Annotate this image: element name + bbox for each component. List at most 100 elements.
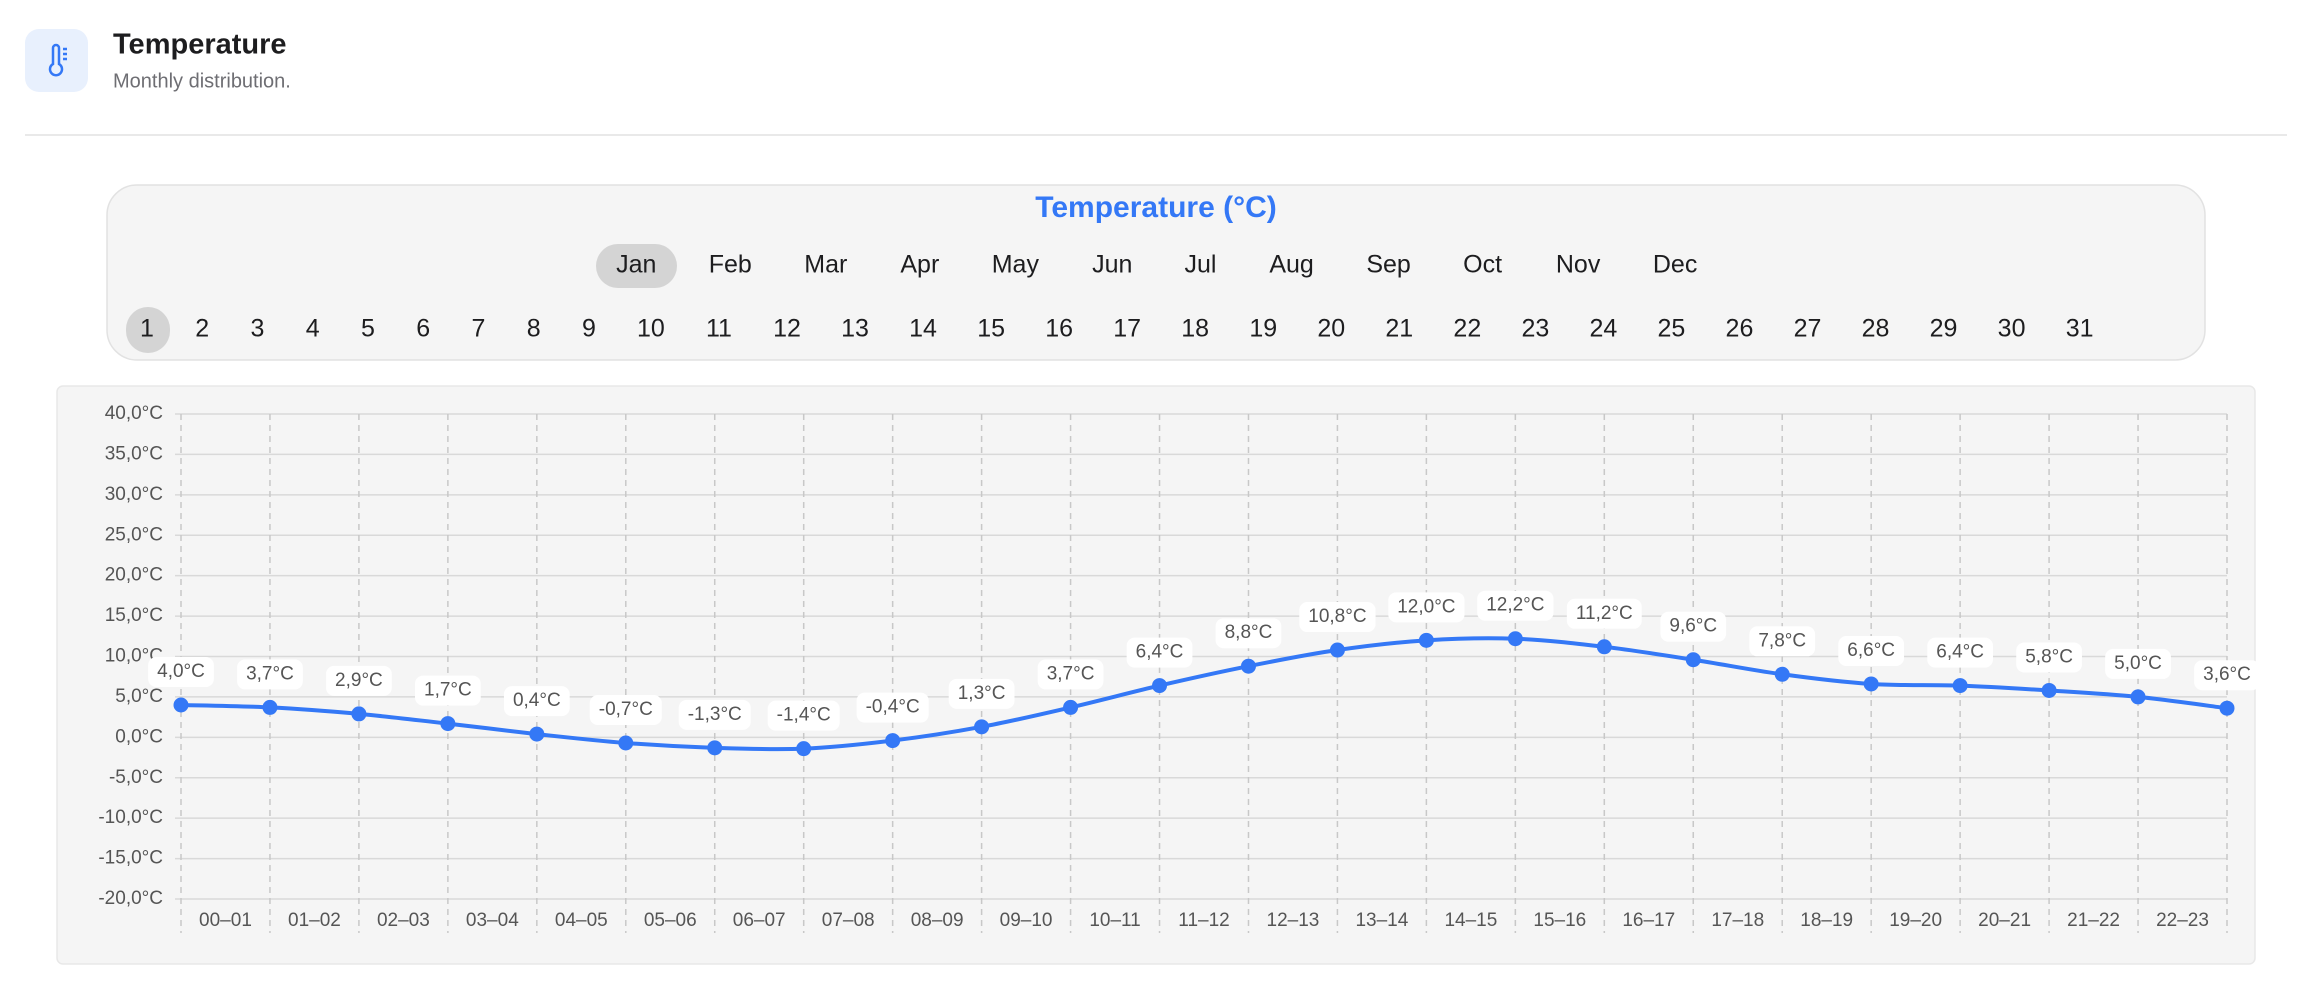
y-tick-label: 15,0°C xyxy=(105,605,163,626)
value-label-bg xyxy=(2105,648,2171,679)
day-tab[interactable]: 12 xyxy=(773,315,801,343)
value-label: 10,8°C xyxy=(1308,606,1366,627)
value-label-bg xyxy=(589,694,662,725)
x-tick-label: 11–12 xyxy=(1178,910,1229,931)
month-tab[interactable]: Dec xyxy=(1653,251,1697,279)
value-label-bg xyxy=(1927,637,1993,668)
header-icon xyxy=(25,29,88,92)
x-tick-label: 22–23 xyxy=(2156,910,2209,931)
month-tab[interactable]: Mar xyxy=(804,251,847,279)
value-label-bg xyxy=(678,699,751,730)
y-tick-label: -10,0°C xyxy=(98,807,163,828)
y-tick-label: 30,0°C xyxy=(105,484,163,505)
day-tab[interactable]: 23 xyxy=(1521,315,1549,343)
value-label: 6,6°C xyxy=(1847,640,1895,661)
day-tab[interactable]: 5 xyxy=(361,315,375,343)
month-tab[interactable]: Feb xyxy=(709,251,752,279)
day-tab[interactable]: 27 xyxy=(1794,315,1822,343)
month-tab[interactable]: Jan xyxy=(616,251,656,279)
month-tab[interactable]: Aug xyxy=(1269,251,1313,279)
day-tab[interactable]: 24 xyxy=(1589,315,1617,343)
day-tab[interactable]: 17 xyxy=(1113,315,1141,343)
day-tab[interactable]: 22 xyxy=(1453,315,1481,343)
value-label: 3,6°C xyxy=(2203,664,2251,685)
x-tick-label: 13–14 xyxy=(1355,910,1408,931)
line xyxy=(180,636,2228,752)
point xyxy=(1596,639,1612,655)
value-label-bg xyxy=(1388,592,1465,623)
value-label: -1,3°C xyxy=(688,704,742,725)
day-tab[interactable]: 16 xyxy=(1045,315,1073,343)
x-tick-label: 20–21 xyxy=(1978,910,2031,931)
day-tab[interactable]: 30 xyxy=(1998,315,2026,343)
value-label: 3,7°C xyxy=(1047,663,1095,684)
point xyxy=(2130,689,2146,705)
y-tick-label: 20,0°C xyxy=(105,565,163,586)
day-tab[interactable]: 9 xyxy=(582,315,596,343)
month-tab[interactable]: Apr xyxy=(900,251,939,279)
x-tick-label: 10–11 xyxy=(1089,910,1140,931)
x-tick-label: 19–20 xyxy=(1889,910,1942,931)
value-label: 5,0°C xyxy=(2114,653,2162,674)
point xyxy=(796,741,812,757)
value-label: 2,9°C xyxy=(335,670,383,691)
day-tab[interactable]: 31 xyxy=(2066,315,2094,343)
value-label: -1,4°C xyxy=(777,705,831,726)
y-tick-label: -15,0°C xyxy=(98,848,163,869)
point xyxy=(1774,666,1790,682)
thermometer-icon xyxy=(48,43,67,77)
point xyxy=(1152,678,1168,694)
day-tab[interactable]: 25 xyxy=(1658,315,1686,343)
x-tick-label: 09–10 xyxy=(1000,910,1053,931)
day-tab[interactable]: 8 xyxy=(527,315,541,343)
day-tab[interactable]: 15 xyxy=(977,315,1005,343)
day-tab[interactable]: 21 xyxy=(1385,315,1413,343)
day-tab[interactable]: 26 xyxy=(1726,315,1754,343)
y-tick-label: -5,0°C xyxy=(109,767,163,788)
day-tab[interactable]: 13 xyxy=(841,315,869,343)
month-tab[interactable]: Sep xyxy=(1366,251,1410,279)
day-tab[interactable]: 11 xyxy=(706,315,732,343)
selected-day-pill xyxy=(126,307,170,353)
x-tick-label: 05–06 xyxy=(644,910,697,931)
value-label-bg xyxy=(326,665,392,696)
value-label: 12,2°C xyxy=(1486,595,1544,616)
x-tick-label: 08–09 xyxy=(911,910,964,931)
day-tab[interactable]: 29 xyxy=(1930,315,1958,343)
y-tick-label: 5,0°C xyxy=(115,686,163,707)
value-label-bg xyxy=(1477,590,1554,621)
day-tab[interactable]: 18 xyxy=(1181,315,1209,343)
value-label: 9,6°C xyxy=(1669,616,1717,637)
day-tab[interactable]: 20 xyxy=(1317,315,1345,343)
value-label-bg xyxy=(1566,598,1642,629)
value-label: 6,4°C xyxy=(1936,642,1984,663)
day-tab[interactable]: 14 xyxy=(909,315,937,343)
y-tick-label: 10,0°C xyxy=(105,646,163,667)
month-tab[interactable]: Jun xyxy=(1092,251,1132,279)
day-tab[interactable]: 1 xyxy=(140,315,154,343)
x-tick-label: 00–01 xyxy=(199,910,252,931)
point xyxy=(1063,699,1079,715)
day-tab[interactable]: 4 xyxy=(306,315,320,343)
month-tab[interactable]: Oct xyxy=(1463,251,1502,279)
month-tab[interactable]: May xyxy=(992,251,1040,279)
day-tab[interactable]: 19 xyxy=(1249,315,1277,343)
day-tab[interactable]: 6 xyxy=(416,315,430,343)
x-tick-label: 14–15 xyxy=(1444,910,1497,931)
day-tab[interactable]: 3 xyxy=(250,315,264,343)
day-tab[interactable]: 28 xyxy=(1862,315,1890,343)
month-tab[interactable]: Jul xyxy=(1185,251,1217,279)
value-label-bg xyxy=(767,700,840,731)
day-tab[interactable]: 2 xyxy=(195,315,209,343)
value-label-bg xyxy=(148,657,214,687)
day-tab[interactable]: 10 xyxy=(637,315,665,343)
value-label-bg xyxy=(415,675,481,706)
month-tab[interactable]: Nov xyxy=(1556,251,1601,279)
day-tab[interactable]: 7 xyxy=(471,315,485,343)
value-label: -0,7°C xyxy=(599,699,653,720)
value-label-bg xyxy=(1037,659,1104,690)
y-tick-label: -20,0°C xyxy=(98,888,163,909)
point xyxy=(618,735,634,751)
